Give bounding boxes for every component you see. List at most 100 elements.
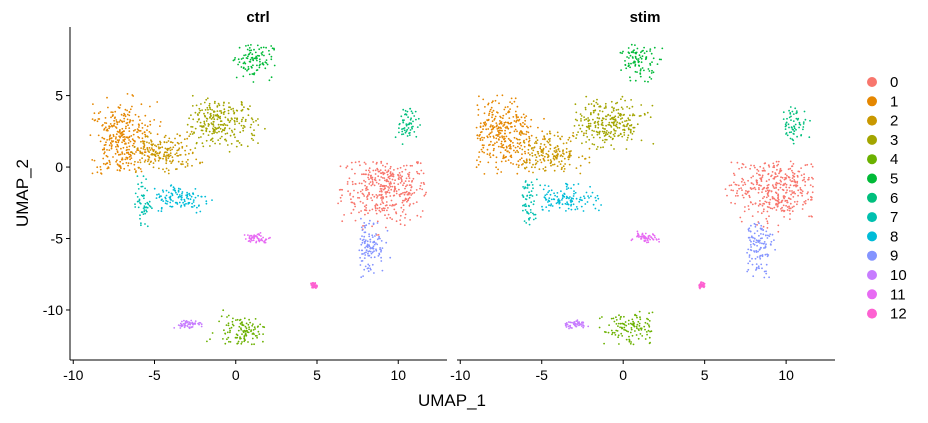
- point: [775, 181, 778, 184]
- legend-label: 5: [890, 171, 898, 188]
- point: [389, 165, 392, 168]
- point: [527, 131, 530, 134]
- point: [561, 203, 564, 206]
- point: [123, 140, 126, 143]
- point: [383, 185, 386, 188]
- point: [624, 99, 626, 102]
- point: [601, 110, 604, 113]
- point: [188, 192, 191, 195]
- point: [509, 139, 511, 142]
- point: [626, 123, 629, 126]
- point: [262, 46, 265, 49]
- point: [119, 136, 121, 139]
- point: [758, 203, 761, 206]
- point: [762, 202, 765, 205]
- point: [607, 331, 610, 334]
- point: [603, 130, 606, 133]
- point: [801, 190, 804, 193]
- point: [543, 135, 545, 138]
- point: [211, 140, 214, 143]
- point: [652, 71, 655, 74]
- point: [250, 132, 253, 135]
- point: [483, 112, 486, 115]
- point: [120, 147, 122, 150]
- point: [115, 145, 117, 148]
- point: [137, 136, 140, 138]
- point: [155, 145, 158, 148]
- legend-label: 0: [890, 74, 898, 91]
- point: [140, 185, 143, 188]
- point: [575, 137, 577, 140]
- point: [363, 252, 366, 254]
- legend-swatch: [867, 250, 877, 261]
- point: [167, 157, 170, 160]
- point: [223, 329, 225, 332]
- point: [104, 122, 106, 124]
- point: [578, 156, 580, 159]
- point: [651, 61, 653, 63]
- point: [761, 204, 764, 207]
- point: [765, 217, 768, 220]
- point: [254, 328, 256, 330]
- point: [254, 318, 257, 320]
- point: [416, 161, 418, 164]
- point: [508, 151, 511, 154]
- point: [220, 135, 223, 138]
- cluster-1-points-ctrl: [89, 93, 162, 175]
- point: [236, 342, 239, 345]
- point: [131, 144, 134, 147]
- point: [236, 118, 239, 120]
- point: [803, 173, 805, 176]
- point: [781, 199, 784, 202]
- point: [523, 142, 526, 144]
- point: [526, 210, 528, 213]
- point: [404, 187, 406, 190]
- point: [810, 196, 813, 199]
- point: [550, 189, 553, 192]
- point: [408, 171, 411, 174]
- point: [581, 199, 583, 202]
- point: [509, 144, 511, 147]
- point: [651, 311, 654, 314]
- point: [580, 321, 583, 324]
- point: [376, 243, 379, 246]
- x-tick-label: -10: [450, 367, 470, 383]
- point: [394, 136, 397, 139]
- point: [134, 160, 136, 163]
- point: [516, 142, 519, 145]
- point: [775, 186, 777, 189]
- point: [580, 118, 582, 120]
- point: [603, 135, 606, 137]
- point: [611, 106, 613, 109]
- point: [505, 113, 508, 115]
- point: [526, 183, 529, 186]
- point: [405, 124, 408, 127]
- point: [761, 227, 763, 230]
- point: [127, 124, 129, 127]
- point: [151, 148, 154, 151]
- point: [530, 181, 533, 184]
- point: [588, 147, 591, 150]
- point: [515, 121, 517, 123]
- point: [525, 130, 528, 133]
- point: [793, 127, 796, 130]
- point: [606, 133, 609, 136]
- point: [804, 184, 806, 187]
- point: [394, 187, 397, 190]
- point: [157, 154, 160, 157]
- point: [639, 75, 642, 78]
- point: [789, 137, 792, 140]
- point: [410, 122, 412, 124]
- point: [789, 218, 791, 221]
- point: [207, 134, 210, 137]
- point: [117, 164, 119, 166]
- point: [582, 321, 585, 324]
- point: [144, 212, 147, 215]
- point: [157, 143, 160, 146]
- point: [255, 55, 258, 58]
- point: [180, 141, 183, 144]
- point: [194, 127, 197, 130]
- point: [203, 101, 206, 104]
- point: [108, 138, 111, 141]
- point: [133, 140, 136, 142]
